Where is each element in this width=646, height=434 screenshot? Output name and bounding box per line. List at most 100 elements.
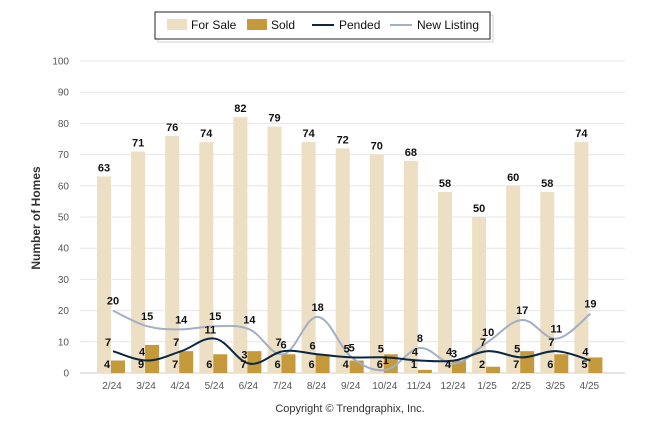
label-sold: 4 — [343, 359, 350, 371]
x-tick-label: 4/25 — [580, 381, 600, 392]
label-new-listing: 15 — [209, 311, 221, 323]
y-tick-label: 20 — [58, 306, 70, 317]
legend-label: For Sale — [191, 18, 237, 32]
x-tick-label: 10/24 — [372, 381, 397, 392]
series-lines — [112, 309, 592, 372]
label-for-sale: 72 — [337, 134, 349, 146]
label-pended: 7 — [548, 337, 554, 349]
label-new-listing: 6 — [280, 339, 286, 351]
label-for-sale: 50 — [473, 203, 485, 215]
label-sold: 6 — [309, 359, 315, 371]
label-for-sale: 70 — [371, 141, 383, 153]
line-pended — [112, 337, 591, 365]
bar-sold — [281, 354, 296, 373]
label-for-sale: 58 — [439, 178, 451, 190]
legend-label: Sold — [271, 18, 295, 32]
label-for-sale: 74 — [302, 128, 315, 140]
label-for-sale: 63 — [98, 162, 110, 174]
label-for-sale: 60 — [507, 172, 519, 184]
label-sold: 6 — [274, 359, 280, 371]
bar-for-sale — [574, 142, 589, 373]
bar-for-sale — [267, 126, 282, 374]
y-tick-label: 50 — [58, 213, 70, 224]
bar-sold — [179, 351, 194, 373]
bar-for-sale — [472, 217, 487, 373]
label-sold: 6 — [206, 359, 212, 371]
label-pended: 7 — [105, 337, 111, 349]
x-tick-label: 3/25 — [546, 381, 566, 392]
bar-for-sale — [335, 148, 350, 373]
bars — [97, 117, 603, 374]
y-tick-label: 30 — [58, 275, 70, 286]
label-for-sale: 68 — [405, 147, 417, 159]
x-tick-label: 1/25 — [477, 381, 497, 392]
x-tick-label: 11/24 — [407, 381, 432, 392]
label-sold: 7 — [240, 359, 246, 371]
bar-for-sale — [131, 151, 146, 373]
x-tick-label: 7/24 — [273, 381, 293, 392]
label-for-sale: 74 — [575, 128, 588, 140]
label-sold: 9 — [138, 359, 144, 371]
label-for-sale: 74 — [200, 128, 213, 140]
label-new-listing: 11 — [550, 324, 562, 336]
bar-for-sale — [165, 135, 180, 373]
bar-sold — [417, 369, 432, 373]
label-pended: 5 — [378, 343, 384, 355]
y-axis-label: Number of Homes — [29, 166, 43, 270]
bar-for-sale — [369, 154, 384, 373]
y-tick-label: 0 — [63, 369, 69, 380]
label-new-listing: 18 — [311, 302, 323, 314]
y-tick-label: 60 — [58, 181, 70, 192]
y-tick-label: 10 — [58, 337, 70, 348]
bar-sold — [213, 354, 228, 373]
x-tick-label: 6/24 — [239, 381, 259, 392]
label-for-sale: 71 — [132, 137, 144, 149]
label-sold: 7 — [172, 359, 178, 371]
x-tick-label: 12/24 — [440, 381, 465, 392]
label-pended: 4 — [139, 347, 146, 359]
label-sold: 5 — [581, 359, 587, 371]
y-tick-label: 100 — [52, 57, 69, 68]
bar-sold — [111, 360, 125, 373]
label-for-sale: 76 — [166, 122, 178, 134]
x-tick-label: 8/24 — [307, 381, 327, 392]
label-pended: 7 — [173, 337, 179, 349]
label-for-sale: 79 — [268, 113, 280, 125]
bar-for-sale — [403, 160, 418, 373]
bar-sold — [520, 351, 535, 373]
label-pended: 5 — [514, 343, 520, 355]
y-tick-label: 70 — [58, 150, 70, 161]
label-sold: 4 — [445, 359, 452, 371]
x-tick-label: 2/25 — [511, 381, 531, 392]
x-tick-label: 3/24 — [136, 381, 156, 392]
x-axis: 2/24 3/24 4/24 5/24 6/24 7/24 8/24 9/24 10/24 11/… — [102, 381, 599, 392]
label-new-listing: 20 — [107, 296, 119, 308]
x-tick-label: 9/24 — [341, 381, 361, 392]
bar-for-sale — [233, 117, 248, 373]
label-new-listing: 8 — [417, 333, 423, 345]
label-for-sale: 82 — [234, 103, 246, 115]
label-sold: 7 — [513, 359, 519, 371]
x-tick-label: 2/24 — [102, 381, 122, 392]
x-tick-label: 5/24 — [205, 381, 225, 392]
bar-sold — [349, 360, 364, 373]
label-sold: 1 — [411, 359, 417, 371]
bar-sold — [588, 357, 603, 373]
legend-box — [154, 11, 491, 40]
bar-sold — [486, 366, 501, 373]
label-for-sale: 58 — [541, 178, 553, 190]
copyright-footer: Copyright © Trendgraphix, Inc. — [275, 403, 424, 415]
label-new-listing: 10 — [482, 327, 494, 339]
label-pended: 4 — [412, 347, 419, 359]
label-new-listing: 19 — [584, 299, 596, 311]
label-pended: 7 — [480, 337, 486, 349]
bar-sold — [554, 354, 569, 373]
label-sold: 2 — [479, 359, 485, 371]
bar-for-sale — [301, 142, 316, 373]
label-pended: 4 — [446, 347, 453, 359]
bar-for-sale — [97, 176, 111, 373]
legend-label: New Listing — [417, 18, 479, 32]
bar-for-sale — [438, 192, 452, 373]
label-sold: 6 — [377, 359, 383, 371]
